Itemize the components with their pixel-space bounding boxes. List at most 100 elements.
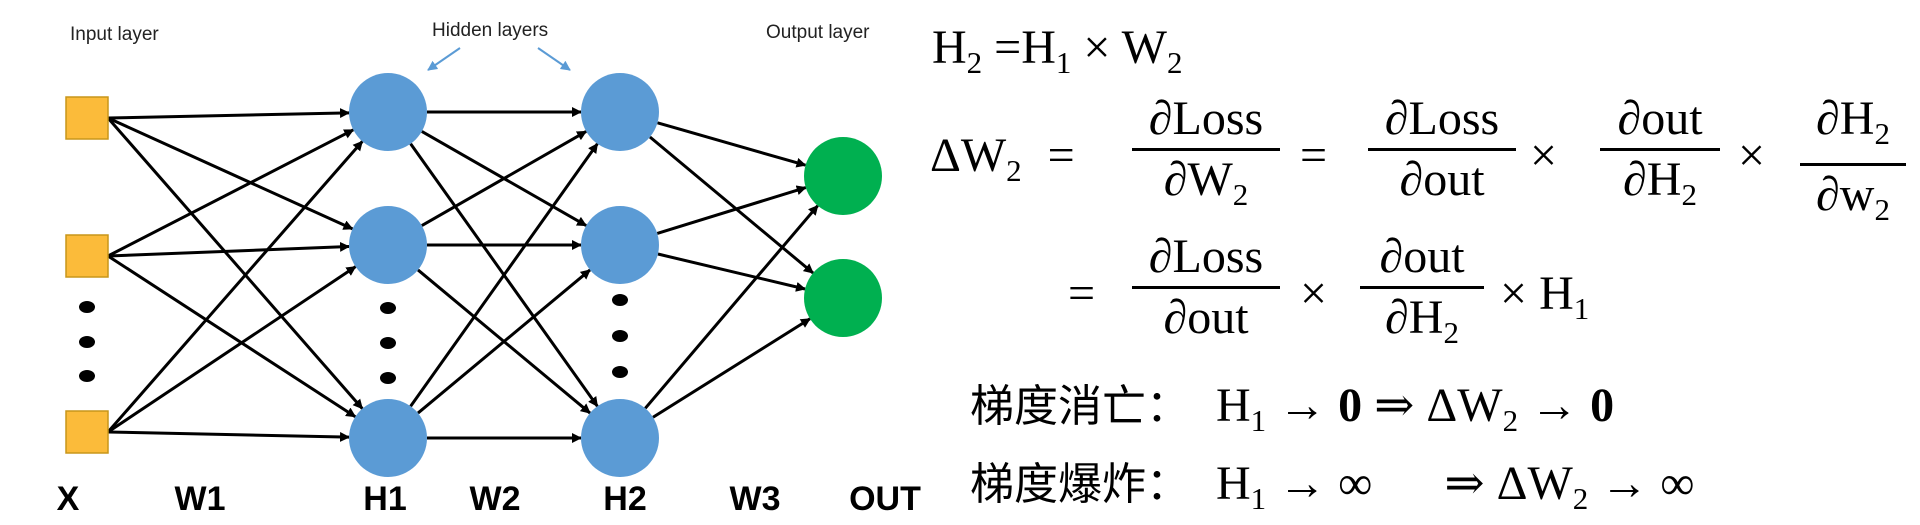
eq3-equals-text: = bbox=[1068, 267, 1096, 320]
eq2-frac-4-num-sub: 2 bbox=[1874, 116, 1890, 151]
eq3-tail-text: × H bbox=[1500, 267, 1574, 320]
exploding-implies: ⇒ bbox=[1444, 457, 1485, 510]
edge-input-2-h1-1 bbox=[107, 265, 357, 434]
vanishing-zero-1: 0 bbox=[1338, 379, 1363, 432]
hidden-pointer-arrow-right bbox=[537, 47, 571, 71]
edge-input-1-h1-1 bbox=[107, 241, 351, 258]
edge-h1-2-h2-0 bbox=[409, 142, 599, 408]
h2-node-0 bbox=[581, 73, 659, 151]
vanishing-h-sub: 1 bbox=[1250, 403, 1267, 438]
label-h2: H2 bbox=[603, 480, 646, 518]
eq2-frac-3-den-text: ∂H bbox=[1623, 153, 1682, 206]
h1-ellipsis-dot-0 bbox=[380, 302, 396, 314]
eq1-equals: = bbox=[994, 21, 1022, 74]
output-layer-label: Output layer bbox=[766, 22, 870, 43]
eq2-frac-2-den: ∂out bbox=[1399, 153, 1485, 206]
eq3-frac-1: ∂Loss ∂out bbox=[1132, 228, 1280, 347]
h2-node-2 bbox=[581, 399, 659, 477]
vanishing-dw-sub: 2 bbox=[1502, 403, 1519, 438]
vanishing-arrow-1: → bbox=[1278, 379, 1327, 432]
equation-line-1: H2 =H1 × W2 bbox=[932, 21, 1182, 80]
eq2-times-1-text: × bbox=[1530, 129, 1558, 182]
eq2-lhs-text: ΔW bbox=[930, 129, 1007, 182]
network-nodes bbox=[65, 73, 882, 477]
eq2-frac-1-den: ∂W2 bbox=[1132, 151, 1280, 224]
eq3-tail: × H1 bbox=[1500, 267, 1589, 325]
h2-ellipsis-dot-1 bbox=[612, 330, 628, 342]
vanishing-arrow-2: → bbox=[1530, 379, 1579, 432]
eq1-rhs1: H bbox=[1021, 21, 1056, 74]
eq2-frac-3-den-sub: 2 bbox=[1681, 177, 1697, 212]
h1-node-2 bbox=[349, 399, 427, 477]
eq2-frac-3-den: ∂H2 bbox=[1600, 151, 1720, 224]
eq2-lhs: ΔW2 = bbox=[930, 129, 1075, 188]
eq2-frac-3-bar bbox=[1600, 148, 1720, 151]
exploding-dw-sub: 2 bbox=[1572, 481, 1589, 516]
edge-h2-2-out-0 bbox=[644, 204, 819, 410]
label-w3: W3 bbox=[730, 480, 781, 518]
exploding-infinity-1: ∞ bbox=[1338, 457, 1373, 510]
neural-network-diagram: Input layer Hidden layers Output layer X… bbox=[57, 20, 921, 518]
vanishing-gradient-line: 梯度消亡： H1 → 0 ⇒ ΔW2 → 0 bbox=[970, 379, 1614, 438]
eq2-frac-4-num-text: ∂H bbox=[1816, 92, 1875, 145]
vanishing-implies: ⇒ bbox=[1374, 379, 1415, 432]
eq2-times-2: × bbox=[1738, 132, 1765, 180]
eq3-times: × bbox=[1300, 270, 1327, 318]
h1-node-1 bbox=[349, 206, 427, 284]
eq2-frac-4-den: ∂w2 bbox=[1800, 166, 1906, 239]
eq3-frac-2: ∂out ∂H2 bbox=[1360, 228, 1484, 362]
eq3-frac-2-bar bbox=[1360, 286, 1484, 289]
connection-edges bbox=[106, 107, 819, 443]
h2-ellipsis-dot-0 bbox=[612, 294, 628, 306]
edge-input-2-h1-0 bbox=[106, 140, 364, 433]
eq2-times-1: × bbox=[1530, 132, 1557, 180]
eq2-equals-1: = bbox=[1047, 129, 1075, 182]
vanishing-dw: ΔW bbox=[1426, 379, 1503, 432]
h2-ellipsis-dot-2 bbox=[612, 366, 628, 378]
label-out: OUT bbox=[849, 480, 921, 518]
eq2-frac-4: ∂H2 ∂w2 bbox=[1800, 90, 1906, 239]
eq1-lhs-sub: 2 bbox=[966, 45, 983, 80]
eq2-frac-4-bar bbox=[1800, 163, 1906, 166]
label-w2: W2 bbox=[470, 480, 521, 518]
label-h1: H1 bbox=[363, 480, 406, 518]
h1-ellipsis-dot-2 bbox=[380, 372, 396, 384]
eq2-frac-4-den-sub: 2 bbox=[1874, 192, 1890, 227]
eq3-frac-2-den-text: ∂H bbox=[1385, 291, 1444, 344]
eq3-frac-1-den: ∂out bbox=[1163, 291, 1249, 344]
eq1-times: × bbox=[1083, 21, 1111, 74]
output-node-1 bbox=[804, 259, 882, 337]
h1-ellipsis-dot-1 bbox=[380, 337, 396, 349]
edge-input-0-h1-2 bbox=[106, 117, 364, 410]
edge-h1-1-h2-0 bbox=[421, 130, 588, 227]
eq3-frac-2-den: ∂H2 bbox=[1360, 289, 1484, 362]
label-w1: W1 bbox=[175, 480, 226, 518]
eq2-frac-1-den-sub: 2 bbox=[1232, 177, 1249, 212]
input-layer-label: Input layer bbox=[70, 24, 159, 45]
output-node-0 bbox=[804, 137, 882, 215]
eq2-lhs-sub: 2 bbox=[1006, 153, 1022, 188]
eq2-frac-1: ∂Loss ∂W2 bbox=[1132, 90, 1280, 224]
eq1-rhs2: W bbox=[1121, 21, 1167, 74]
edge-h2-1-out-1 bbox=[657, 252, 807, 292]
eq3-frac-2-den-sub: 2 bbox=[1443, 315, 1459, 350]
exploding-arrow-2: → bbox=[1600, 457, 1649, 510]
edge-input-0-h1-0 bbox=[107, 108, 351, 120]
eq2-equals-2: = bbox=[1300, 132, 1327, 180]
label-x: X bbox=[57, 480, 80, 518]
eq3-frac-1-bar bbox=[1132, 286, 1280, 289]
eq3-times-text: × bbox=[1300, 267, 1328, 320]
h2-node-1 bbox=[581, 206, 659, 284]
input-ellipsis-dot-1 bbox=[79, 336, 95, 348]
vanishing-label: 梯度消亡： bbox=[970, 381, 1190, 432]
eq2-frac-2-bar bbox=[1368, 148, 1516, 151]
exploding-dw: ΔW bbox=[1496, 457, 1573, 510]
edge-input-0-h1-1 bbox=[107, 116, 354, 231]
hidden-layers-label: Hidden layers bbox=[432, 20, 548, 41]
eq2-frac-3-num: ∂out bbox=[1617, 92, 1703, 145]
input-node-2 bbox=[65, 410, 109, 454]
h1-node-0 bbox=[349, 73, 427, 151]
eq2-frac-1-bar bbox=[1132, 148, 1280, 151]
edge-input-1-h1-2 bbox=[107, 254, 357, 419]
edge-h2-0-out-1 bbox=[648, 135, 815, 275]
